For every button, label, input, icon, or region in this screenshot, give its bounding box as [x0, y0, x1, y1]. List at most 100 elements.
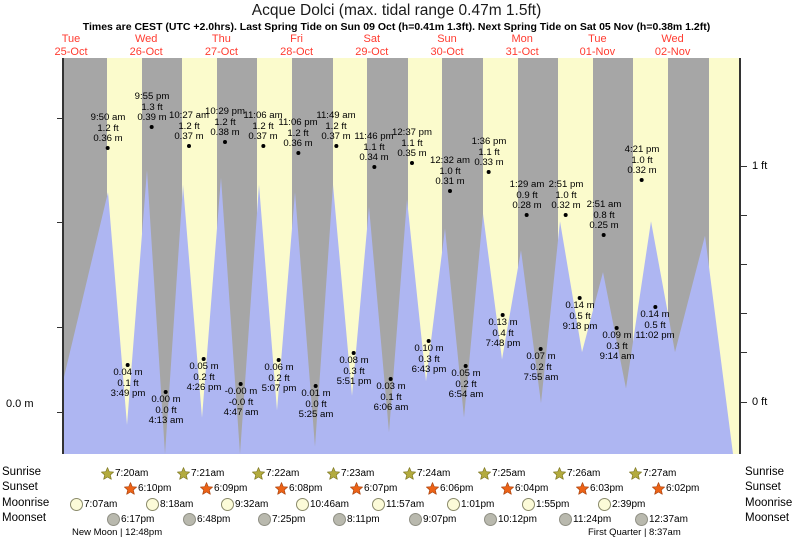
low-tide-ft: -0.0 ft	[228, 396, 254, 408]
page-title: Acque Dolci (max. tidal range 0.47m 1.5f…	[251, 2, 542, 19]
y-axis-right-label-1ft: 1 ft	[752, 160, 768, 172]
day-of-week: Wed	[134, 33, 158, 45]
moonset-time: 6:17pm	[121, 514, 155, 525]
sunset-star-icon	[426, 482, 439, 495]
high-tide-marker	[639, 177, 644, 182]
y-tick-right-2	[741, 264, 747, 265]
tide-chart-plot	[63, 58, 740, 454]
moonset-icon	[484, 513, 497, 526]
low-tide-time: 7:48 pm	[485, 338, 521, 350]
high-tide-ft: 1.2 ft	[97, 122, 119, 134]
high-tide-m: 0.37 m	[321, 131, 351, 143]
high-tide-marker	[486, 169, 491, 174]
y-axis-right	[739, 58, 741, 454]
sunrise-star-icon	[553, 467, 566, 480]
low-tide-marker	[463, 364, 468, 368]
high-tide-m: 0.37 m	[248, 131, 278, 143]
low-tide-ft: 0.2 ft	[530, 361, 552, 373]
moonrise-icon	[70, 498, 83, 511]
moonset-icon	[333, 513, 346, 526]
low-tide-m: 0.03 m	[376, 381, 406, 392]
high-tide-ft: 1.0 ft	[631, 154, 653, 166]
low-tide-ft: 0.2 ft	[193, 371, 215, 383]
day-of-week: Thu	[211, 33, 231, 45]
moonrise-cell-5: 11:57am	[372, 498, 424, 511]
high-tide-time: 10:27 am	[168, 110, 210, 121]
moonset-time: 12:37am	[649, 514, 688, 525]
high-tide-ft: 1.2 ft	[287, 127, 309, 139]
moonset-time: 9:07pm	[423, 514, 457, 525]
sunrise-cell-6: 7:25am	[478, 467, 525, 480]
low-tide-m: -0.00 m	[224, 386, 258, 397]
high-tide-m: 0.33 m	[474, 157, 504, 169]
day-of-week: Tue	[588, 33, 607, 45]
low-tide-ft: 0.3 ft	[606, 340, 628, 352]
low-tide-marker	[276, 358, 281, 362]
low-tide-label-10: 0.05 m 0.2 ft 6:54 am	[449, 364, 483, 401]
high-tide-ft: 1.0 ft	[439, 165, 461, 177]
sunrise-cell-4: 7:23am	[327, 467, 374, 480]
low-tide-label-7: 0.08 m 0.3 ft 5:51 pm	[337, 351, 371, 388]
sunrise-cell-3: 7:22am	[252, 467, 299, 480]
sunrise-time: 7:22am	[266, 468, 300, 479]
moonrise-icon	[146, 498, 159, 511]
chart-subtitle: Times are CEST (UTC +2.0hrs). Last Sprin…	[82, 21, 711, 33]
high-tide-label-15: 4:21 pm 1.0 ft 0.32 m	[624, 144, 660, 182]
moonrise-time: 9:32am	[235, 499, 269, 510]
low-tide-ft: 0.5 ft	[644, 319, 666, 331]
low-tide-ft: 0.3 ft	[343, 365, 365, 377]
astro-label-left-moonrise: Moonrise	[2, 497, 50, 509]
day-of-week: Sun	[437, 33, 457, 45]
low-tide-ft: 0.0 ft	[155, 404, 177, 416]
low-tide-ft: 0.5 ft	[569, 310, 591, 322]
low-tide-time: 4:47 am	[223, 407, 259, 419]
high-tide-marker	[447, 188, 452, 193]
sunrise-cell-7: 7:26am	[553, 467, 600, 480]
sunrise-star-icon	[177, 467, 190, 480]
moonrise-icon	[221, 498, 234, 511]
moonrise-icon	[522, 498, 535, 511]
high-tide-m: 0.36 m	[93, 133, 123, 145]
day-date: 28-Oct	[280, 45, 314, 58]
day-date: 26-Oct	[129, 45, 163, 58]
low-tide-time: 6:43 pm	[411, 364, 447, 376]
sunset-star-icon	[350, 482, 363, 495]
high-tide-time: 4:21 pm	[624, 144, 660, 155]
moonrise-time: 7:07am	[84, 499, 118, 510]
sunrise-time: 7:20am	[115, 468, 149, 479]
high-tide-time: 12:37 pm	[391, 127, 433, 138]
low-tide-label-5: 0.06 m 0.2 ft 5:07 pm	[262, 358, 296, 395]
y-tick-right-3	[741, 313, 747, 314]
low-tide-m: 0.08 m	[339, 355, 369, 366]
moonset-cell-2: 6:48pm	[183, 513, 230, 526]
high-tide-ft: 1.1 ft	[478, 146, 500, 158]
low-tide-marker	[125, 363, 130, 367]
low-tide-m: 0.10 m	[414, 343, 444, 354]
moonset-icon	[409, 513, 422, 526]
high-tide-time: 2:51 am	[586, 199, 622, 210]
high-tide-label-9: 12:37 pm 1.1 ft 0.35 m	[391, 127, 433, 165]
sunrise-time: 7:24am	[417, 468, 451, 479]
sunrise-star-icon	[327, 467, 340, 480]
moonset-cell-5: 9:07pm	[409, 513, 456, 526]
low-tide-ft: 0.2 ft	[455, 378, 477, 390]
low-tide-marker	[313, 384, 318, 388]
high-tide-m: 0.32 m	[627, 165, 657, 177]
low-tide-marker	[351, 351, 356, 355]
low-tide-ft: 0.1 ft	[117, 377, 139, 389]
day-date: 25-Oct	[54, 45, 88, 58]
sunset-cell-1: 6:10pm	[124, 482, 171, 495]
low-tide-time: 5:25 am	[298, 409, 334, 421]
day-of-week: Mon	[511, 33, 533, 45]
day-of-week: Sat	[363, 33, 381, 45]
sunrise-time: 7:23am	[341, 468, 375, 479]
moonset-cell-4: 8:11pm	[333, 513, 380, 526]
high-tide-m: 0.37 m	[174, 131, 204, 143]
high-tide-time: 1:29 am	[509, 179, 545, 190]
sunrise-time: 7:26am	[567, 468, 601, 479]
day-date: 27-Oct	[204, 45, 238, 58]
day-of-week: Fri	[290, 33, 303, 45]
high-tide-ft: 0.9 ft	[516, 189, 538, 201]
y-tick-left-3	[57, 412, 63, 413]
high-tide-time: 11:06 am	[243, 110, 283, 121]
